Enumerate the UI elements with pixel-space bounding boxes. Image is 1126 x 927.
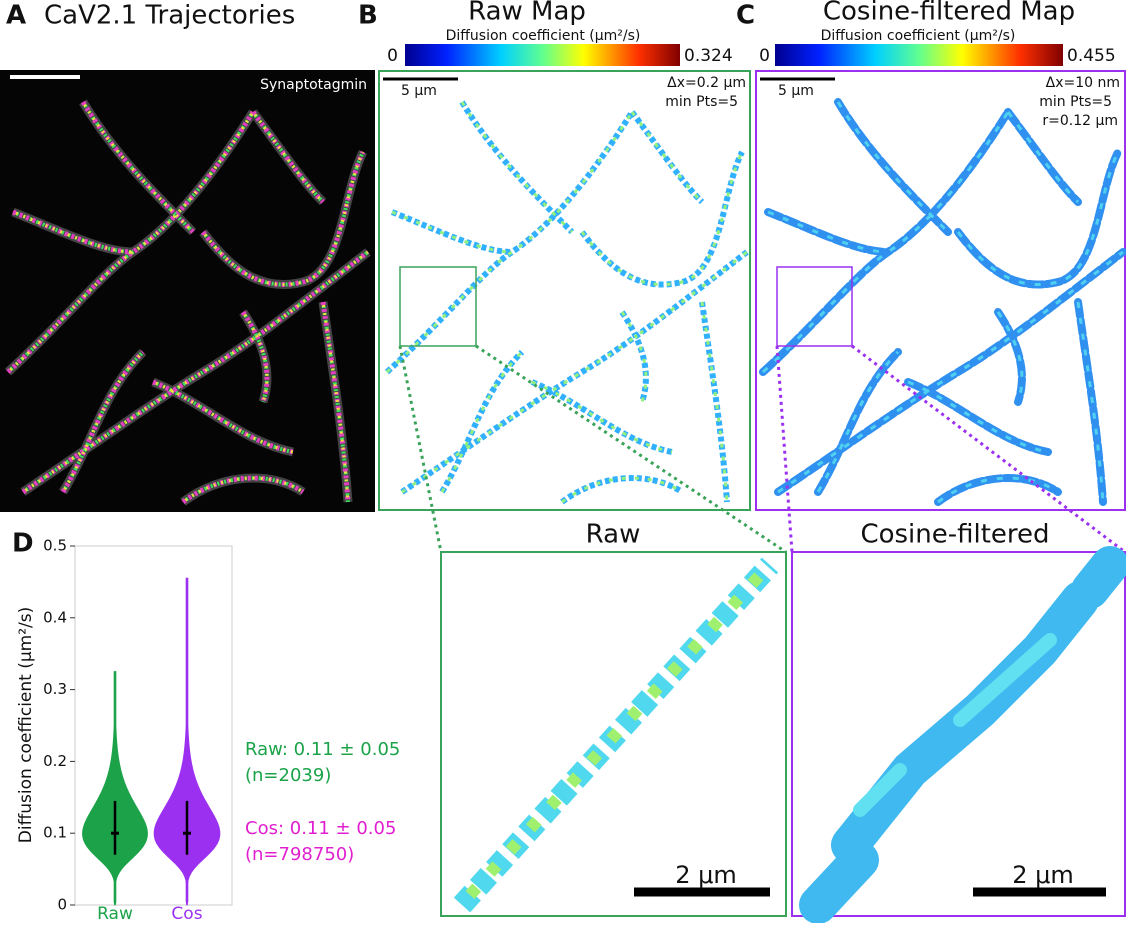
param-note: min Pts=5 xyxy=(1039,94,1112,110)
colorbar-max: 0.455 xyxy=(1067,46,1116,66)
x-tick-label: Cos xyxy=(171,904,202,923)
param-note: r=0.12 μm xyxy=(1042,113,1118,129)
param-note: min Pts=5 xyxy=(665,94,738,110)
plot-frame xyxy=(74,545,233,906)
stain-label: Synaptotagmin xyxy=(260,77,367,93)
stats-label: Raw: 0.11 ± 0.05 xyxy=(245,739,400,760)
raw-pixels xyxy=(465,570,765,900)
cos-blob xyxy=(853,633,1057,817)
violin xyxy=(153,577,221,906)
y-tick-label: 0 xyxy=(57,896,67,914)
param-note: Δx=10 nm xyxy=(1046,75,1120,91)
count-label: (n=798750) xyxy=(245,844,354,865)
colorbar-label: Diffusion coefficient (μm²/s) xyxy=(446,28,641,44)
colorbar-label: Diffusion coefficient (μm²/s) xyxy=(821,28,1016,44)
y-tick-label: 0.5 xyxy=(43,537,67,555)
map-frame xyxy=(755,70,1126,511)
scale-label: 5 μm xyxy=(778,83,814,99)
panel-letter: C xyxy=(736,1,755,31)
colorbar xyxy=(405,44,680,66)
y-tick-label: 0.3 xyxy=(43,680,67,698)
panel-title: CaV2.1 Trajectories xyxy=(44,1,295,31)
stats-label: Cos: 0.11 ± 0.05 xyxy=(245,818,396,839)
colorbar xyxy=(775,44,1063,66)
y-axis-label: Diffusion coefficient (μm²/s) xyxy=(16,607,36,844)
param-note: Δx=0.2 μm xyxy=(667,75,746,91)
zoom-title: Raw xyxy=(586,520,641,550)
x-tick-label: Raw xyxy=(97,904,133,923)
zoom-box xyxy=(776,266,853,347)
panel-letter: A xyxy=(6,1,26,31)
zoom-title: Cosine-filtered xyxy=(860,520,1049,550)
colorbar-max: 0.324 xyxy=(684,46,733,66)
map-frame xyxy=(378,70,751,511)
panel-letter: D xyxy=(12,529,34,559)
scale-label: 5 μm xyxy=(401,83,437,99)
zoom-box xyxy=(399,266,477,347)
panel-title: Cosine-filtered Map xyxy=(823,0,1075,27)
y-tick-label: 0.1 xyxy=(43,824,67,842)
colorbar-min: 0 xyxy=(387,46,398,66)
count-label: (n=2039) xyxy=(245,765,331,786)
y-tick-label: 0.4 xyxy=(43,608,67,626)
scale-label: 2 μm xyxy=(1012,861,1074,889)
scale-label: 2 μm xyxy=(675,861,737,889)
panel-letter: B xyxy=(358,1,378,31)
violin xyxy=(82,671,148,906)
y-tick-label: 0.2 xyxy=(43,752,67,770)
colorbar-min: 0 xyxy=(759,46,770,66)
panel-title: Raw Map xyxy=(468,0,586,27)
zoom-connectors xyxy=(398,344,1126,554)
